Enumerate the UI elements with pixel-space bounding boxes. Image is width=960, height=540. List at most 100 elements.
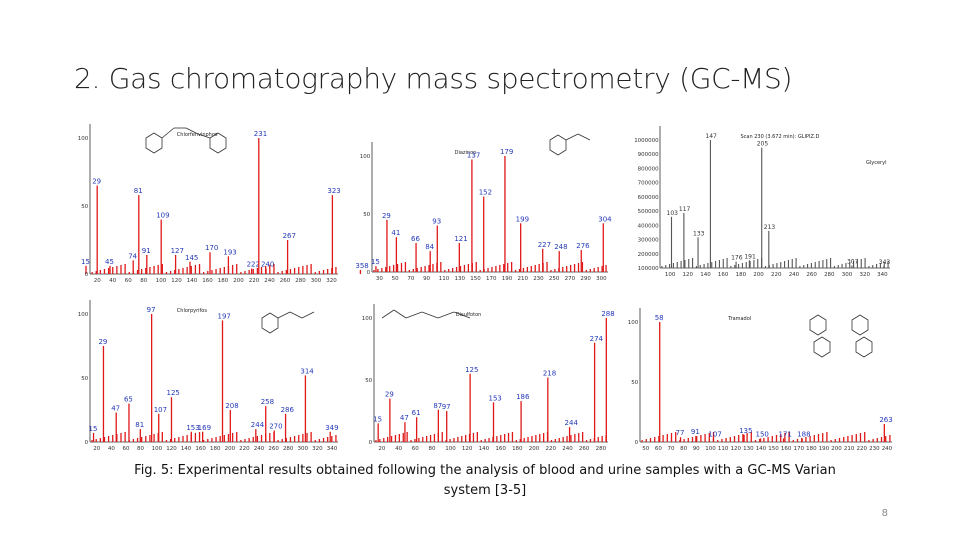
peak-label-93: 93 bbox=[432, 218, 441, 226]
spectrum-title: Tramadol bbox=[727, 316, 751, 322]
x-tick-label: 240 bbox=[264, 278, 275, 284]
x-tick-label: 240 bbox=[789, 272, 800, 278]
peak-label-97: 97 bbox=[147, 306, 156, 314]
y-tick-label: 500000 bbox=[638, 209, 659, 215]
peak-label-358: 358 bbox=[355, 262, 368, 270]
y-tick-label: 0 bbox=[85, 272, 89, 278]
x-tick-label: 80 bbox=[680, 446, 687, 452]
x-tick-label: 90 bbox=[423, 276, 430, 282]
x-tick-label: 210 bbox=[844, 446, 855, 452]
chlorfenvinphos-structure bbox=[145, 127, 227, 154]
spectrum-title: Diazinon bbox=[455, 150, 477, 156]
peak-label-135: 135 bbox=[739, 427, 752, 435]
y-tick-label: 1000000 bbox=[634, 138, 659, 144]
peak-label-58: 58 bbox=[655, 314, 664, 322]
peak-label-47: 47 bbox=[111, 405, 120, 413]
x-tick-label: 260 bbox=[806, 272, 817, 278]
compound-label: Glyceryl bbox=[866, 160, 886, 166]
figure-caption: Fig. 5: Experimental results obtained fo… bbox=[134, 463, 836, 498]
x-tick-label: 150 bbox=[768, 446, 779, 452]
peak-label-41: 41 bbox=[391, 229, 400, 237]
x-tick-label: 300 bbox=[842, 272, 853, 278]
x-tick-label: 40 bbox=[395, 446, 402, 452]
peak-label-186: 186 bbox=[516, 393, 530, 401]
peak-label-77: 77 bbox=[676, 429, 685, 437]
x-tick-label: 80 bbox=[429, 446, 436, 452]
y-tick-label: 800000 bbox=[638, 166, 659, 172]
x-tick-label: 200 bbox=[529, 446, 540, 452]
peak-label-227: 227 bbox=[538, 241, 551, 249]
x-tick-label: 280 bbox=[824, 272, 835, 278]
peak-label-248: 248 bbox=[554, 243, 567, 251]
x-tick-label: 240 bbox=[882, 446, 893, 452]
x-tick-label: 300 bbox=[311, 278, 322, 284]
y-tick-label: 50 bbox=[81, 376, 88, 382]
x-tick-label: 140 bbox=[181, 446, 192, 452]
x-tick-label: 220 bbox=[546, 446, 557, 452]
peak-label-218: 218 bbox=[543, 370, 556, 378]
y-tick-label: 50 bbox=[363, 212, 370, 218]
x-tick-label: 20 bbox=[93, 446, 100, 452]
y-tick-label: 50 bbox=[81, 204, 88, 210]
spectrum-title: Chlorpyrifos bbox=[177, 308, 208, 314]
y-tick-label: 600000 bbox=[638, 195, 659, 201]
peak-label-81: 81 bbox=[135, 421, 144, 429]
peak-label-91: 91 bbox=[142, 247, 151, 255]
x-tick-label: 120 bbox=[731, 446, 742, 452]
peak-label-343: 343 bbox=[879, 259, 891, 266]
x-tick-label: 60 bbox=[122, 446, 129, 452]
spectrum-title: Chlorfenvinphos bbox=[177, 132, 218, 138]
peak-label-152: 152 bbox=[479, 189, 492, 197]
peak-label-205: 205 bbox=[757, 141, 769, 148]
x-tick-label: 220 bbox=[249, 278, 260, 284]
peak-label-274: 274 bbox=[590, 335, 604, 343]
peak-label-145: 145 bbox=[185, 254, 198, 262]
x-tick-label: 210 bbox=[517, 276, 528, 282]
peak-label-91: 91 bbox=[691, 428, 700, 436]
y-tick-label: 700000 bbox=[638, 181, 659, 187]
x-tick-label: 150 bbox=[470, 276, 481, 282]
x-tick-label: 170 bbox=[794, 446, 805, 452]
peak-label-169: 169 bbox=[198, 424, 211, 432]
peak-label-314: 314 bbox=[300, 367, 314, 375]
peak-label-288: 288 bbox=[601, 310, 614, 318]
y-tick-label: 300000 bbox=[638, 238, 659, 244]
y-tick-label: 100 bbox=[78, 312, 89, 318]
y-tick-label: 0 bbox=[369, 440, 373, 446]
peak-label-304: 304 bbox=[598, 215, 612, 223]
peak-label-197: 197 bbox=[218, 312, 231, 320]
peak-label-153: 153 bbox=[186, 424, 199, 432]
peak-label-193: 193 bbox=[223, 248, 236, 256]
x-tick-label: 80 bbox=[140, 278, 147, 284]
spectrum-title: Disulfoton bbox=[456, 312, 481, 318]
peak-label-199: 199 bbox=[516, 215, 529, 223]
x-tick-label: 220 bbox=[771, 272, 782, 278]
x-tick-label: 270 bbox=[565, 276, 576, 282]
y-tick-label: 100 bbox=[362, 316, 373, 322]
y-tick-label: 100 bbox=[360, 154, 371, 160]
x-tick-label: 260 bbox=[280, 278, 291, 284]
peak-label-125: 125 bbox=[465, 366, 478, 374]
tramadol-structure bbox=[809, 314, 873, 358]
peak-label-188: 188 bbox=[797, 430, 810, 438]
x-tick-label: 230 bbox=[869, 446, 880, 452]
spectrum-panel-2: Diazinon 15 29 41 66 84 93 121 137 152 179 199 227 24… bbox=[360, 142, 612, 282]
peak-label-66: 66 bbox=[411, 235, 420, 243]
slide-number: 8 bbox=[881, 508, 888, 519]
x-tick-label: 260 bbox=[268, 446, 279, 452]
peak-label-191: 191 bbox=[744, 253, 756, 260]
x-tick-label: 320 bbox=[326, 278, 337, 284]
peak-label-84: 84 bbox=[425, 243, 434, 251]
x-tick-label: 90 bbox=[693, 446, 700, 452]
x-tick-label: 200 bbox=[753, 272, 764, 278]
peak-label-47: 47 bbox=[400, 414, 409, 422]
peak-label-208: 208 bbox=[225, 402, 238, 410]
peak-label-263: 263 bbox=[879, 416, 892, 424]
gcms-figure: Chlorfenvinphos 15 29 45 74 81 91 109 127 145 170 1… bbox=[62, 104, 902, 456]
peak-label-117: 117 bbox=[679, 206, 691, 213]
peak-label-179: 179 bbox=[500, 148, 513, 156]
peak-label-15: 15 bbox=[81, 258, 90, 266]
peak-label-87: 87 bbox=[433, 402, 442, 410]
slide-title: 2. Gas chromatography mass spectrometry … bbox=[74, 62, 793, 95]
